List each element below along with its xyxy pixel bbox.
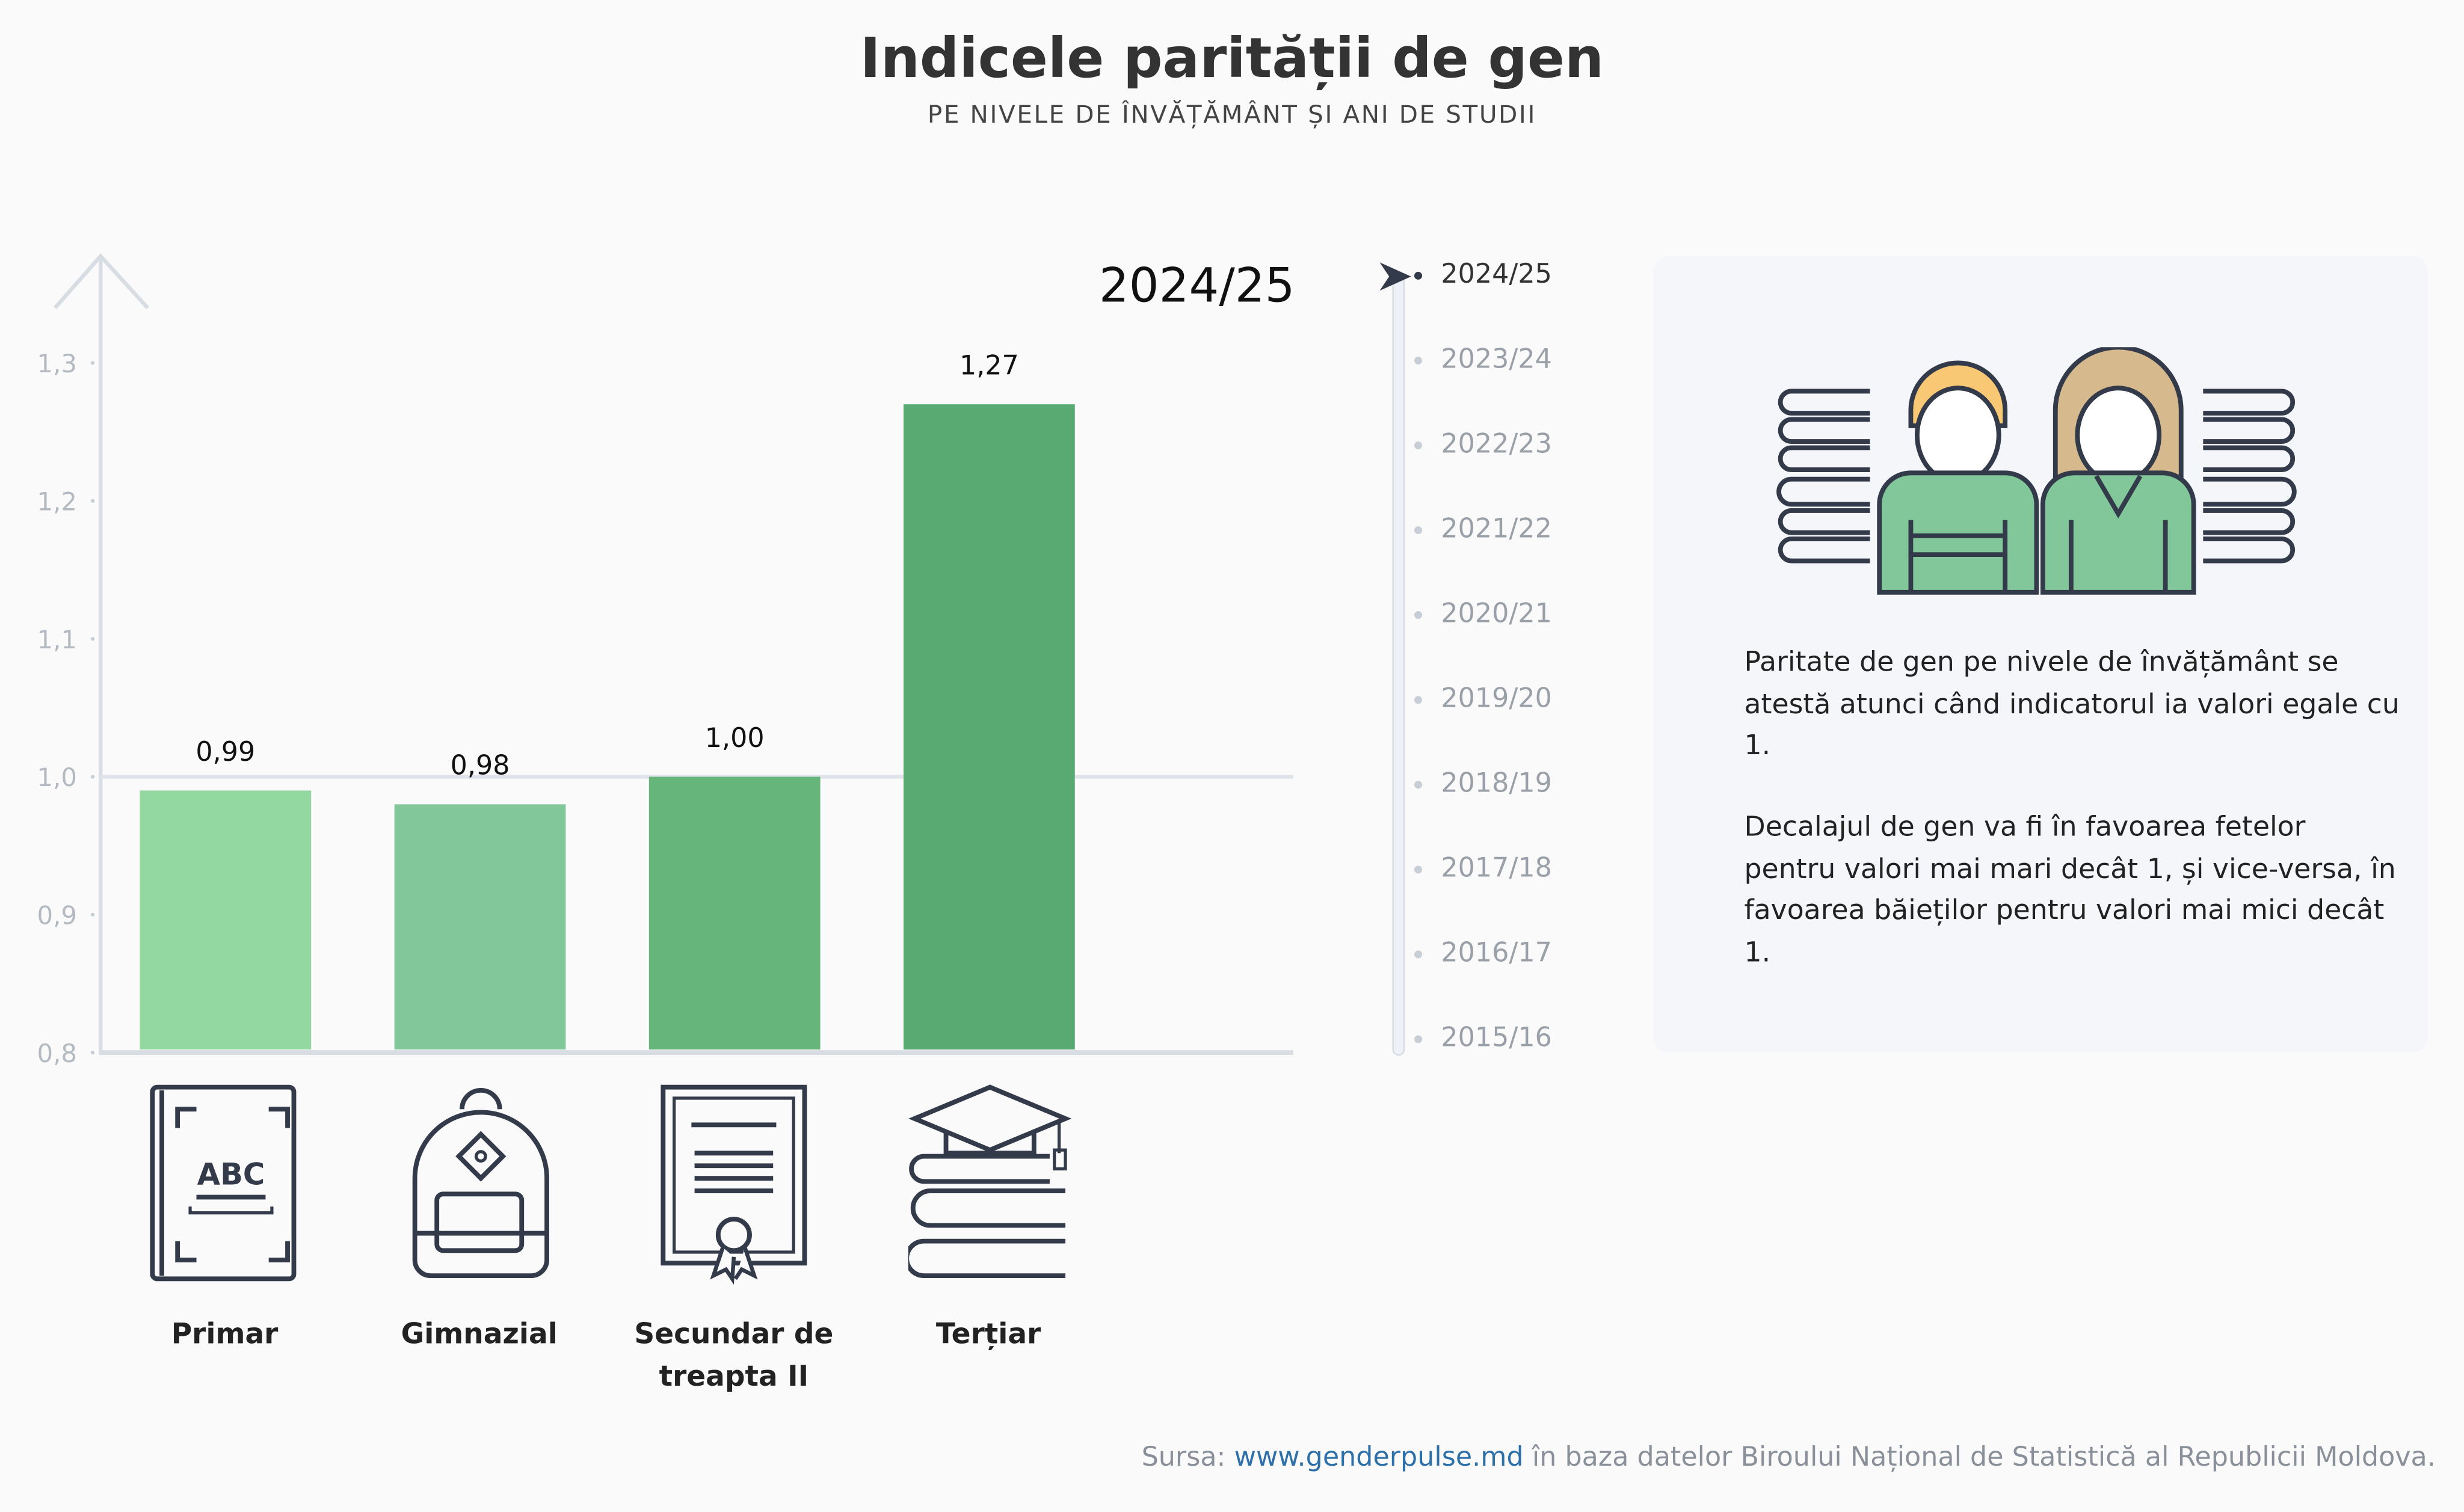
y-tick-label: 0,9	[37, 900, 77, 930]
timeline-year-2020-21[interactable]: 2020/21	[1414, 598, 1552, 630]
timeline-year-label: 2015/16	[1441, 1022, 1552, 1054]
svg-text:ABC: ABC	[197, 1157, 265, 1192]
timeline-dot	[1414, 355, 1423, 364]
bar-value-label: 1,00	[705, 723, 765, 754]
y-tick-mark	[90, 636, 95, 641]
timeline-year-label: 2024/25	[1441, 259, 1552, 291]
timeline-year-label: 2023/24	[1441, 344, 1552, 376]
diploma-icon	[661, 1084, 807, 1285]
source-footer: Sursa: www.genderpulse.md în baza datelo…	[1142, 1442, 2436, 1474]
timeline-year-2017-18[interactable]: 2017/18	[1414, 853, 1552, 885]
category-label-primar: Primar	[171, 1318, 279, 1351]
timeline-pointer-icon	[1379, 262, 1411, 291]
timeline-year-2019-20[interactable]: 2019/20	[1414, 683, 1552, 715]
info-panel: Paritate de gen pe nivele de învățământ …	[1653, 256, 2428, 1053]
backpack-icon	[412, 1087, 549, 1279]
bar-1	[394, 804, 566, 1049]
abc-book-icon: ABC	[150, 1084, 297, 1282]
timeline-dot	[1414, 440, 1423, 449]
timeline-year-2023-24[interactable]: 2023/24	[1414, 344, 1552, 375]
bar-3	[904, 404, 1075, 1049]
bar-2	[648, 776, 821, 1049]
timeline-dot	[1414, 1034, 1423, 1043]
timeline-dot	[1414, 525, 1423, 533]
source-link[interactable]: www.genderpulse.md	[1234, 1442, 1524, 1474]
y-axis-arrow-icon	[53, 253, 149, 310]
timeline-year-2021-22[interactable]: 2021/22	[1414, 514, 1552, 545]
y-tick-label: 1,2	[37, 487, 77, 516]
y-tick-mark	[90, 912, 95, 917]
timeline-year-label: 2021/22	[1441, 514, 1552, 545]
chart-year-label: 2024/25	[1099, 259, 1295, 313]
timeline-year-label: 2022/23	[1441, 429, 1552, 461]
source-prefix: Sursa:	[1141, 1442, 1234, 1474]
timeline-dot	[1414, 865, 1423, 873]
timeline-year-label: 2018/19	[1441, 768, 1552, 800]
graduation-books-icon	[908, 1084, 1072, 1279]
y-tick-mark	[90, 1051, 95, 1055]
page-title: Indicele parității de gen	[860, 28, 1604, 91]
bar-value-label: 1,27	[959, 351, 1019, 381]
y-tick-label: 1,1	[37, 625, 77, 654]
category-label-gimnazial: Gimnazial	[401, 1318, 558, 1351]
y-tick-label: 1,3	[37, 349, 77, 378]
timeline-year-2015-16[interactable]: 2015/16	[1414, 1023, 1552, 1054]
timeline-track[interactable]	[1392, 276, 1405, 1056]
timeline-year-label: 2016/17	[1441, 938, 1552, 970]
students-with-books-icon	[1776, 347, 2297, 595]
timeline-dot	[1414, 950, 1423, 958]
timeline-year-label: 2020/21	[1441, 598, 1552, 630]
panel-paragraph-2: Decalajul de gen va fi în favoarea fetel…	[1744, 812, 2396, 969]
timeline-dot	[1414, 610, 1423, 618]
y-tick-mark	[90, 775, 95, 779]
timeline-year-2024-25[interactable]: 2024/25	[1414, 259, 1552, 290]
source-suffix: în baza datelor Biroului Național de Sta…	[1523, 1442, 2436, 1474]
timeline-year-2018-19[interactable]: 2018/19	[1414, 768, 1552, 800]
y-tick-label: 1,0	[37, 763, 77, 792]
bar-chart: 0,8 0,9 1,0 1,1 1,2 1,3 0,99 0,98 1,00 1,27 2024…	[37, 253, 1295, 1068]
timeline-year-2016-17[interactable]: 2016/17	[1414, 938, 1552, 970]
timeline-dot	[1414, 271, 1423, 279]
timeline-year-label: 2019/20	[1441, 683, 1552, 715]
timeline-dot	[1414, 695, 1423, 703]
timeline-dot	[1414, 779, 1423, 788]
y-tick-mark	[90, 499, 95, 503]
bar-value-label: 0,99	[196, 737, 255, 767]
category-label-tertiar: Terțiar	[935, 1318, 1041, 1351]
category-label-secundar: Secundar de treapta II	[634, 1318, 834, 1394]
bar-0	[140, 790, 312, 1049]
bar-value-label: 0,98	[451, 751, 510, 781]
timeline-year-label: 2017/18	[1441, 853, 1552, 885]
timeline-year-2022-23[interactable]: 2022/23	[1414, 429, 1552, 460]
page-subtitle: PE NIVELE DE ÎNVĂȚĂMÂNT ȘI ANI DE STUDII	[927, 100, 1537, 129]
y-tick-label: 0,8	[37, 1039, 77, 1068]
panel-paragraph-1: Paritate de gen pe nivele de învățământ …	[1744, 647, 2400, 762]
y-tick-mark	[90, 361, 95, 365]
